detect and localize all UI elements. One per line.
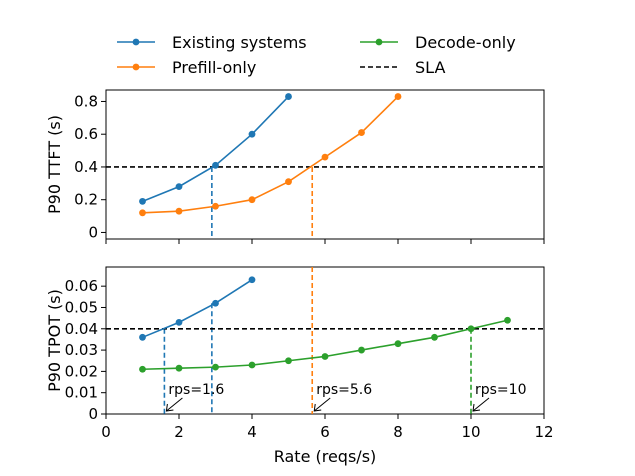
data-point <box>394 93 402 100</box>
annotation-label: rps=1.6 <box>168 382 224 398</box>
data-point <box>212 363 219 371</box>
annotation-label: rps=10 <box>475 382 526 398</box>
data-point <box>285 93 292 100</box>
y-tick-label: 0.03 <box>65 341 98 359</box>
data-point <box>248 361 256 369</box>
data-point <box>358 129 365 136</box>
data-point <box>139 209 146 217</box>
x-tick-label: 12 <box>534 423 553 441</box>
x-tick-label: 0 <box>101 423 111 441</box>
legend-item: Existing systems <box>117 33 307 52</box>
legend-item: SLA <box>360 58 445 77</box>
data-point <box>285 357 292 365</box>
y-axis-label: P90 TTFT (s) <box>45 115 64 214</box>
legend-marker <box>375 38 383 46</box>
data-point <box>285 178 292 186</box>
series-line <box>142 319 508 371</box>
x-tick-label: 8 <box>393 423 403 441</box>
y-tick-label: 0.01 <box>65 384 98 402</box>
annotation-arrow <box>166 397 183 412</box>
annotation-arrowhead <box>313 403 322 412</box>
data-point <box>175 183 183 191</box>
legend-label: Prefill-only <box>172 58 256 77</box>
y-tick-label: 0 <box>88 223 98 241</box>
x-axis-label: Rate (reqs/s) <box>274 447 377 466</box>
series-line <box>142 95 290 203</box>
annotation-label: rps=5.6 <box>316 382 372 398</box>
data-point <box>394 340 402 348</box>
annotation-arrow <box>472 397 490 412</box>
legend-marker <box>132 38 140 46</box>
y-tick-label: 0 <box>88 405 98 423</box>
data-point <box>175 364 183 372</box>
legend-label: Existing systems <box>172 33 307 52</box>
data-point <box>175 207 183 215</box>
data-point <box>321 153 329 161</box>
x-tick-label: 4 <box>247 423 257 441</box>
data-point <box>321 353 329 360</box>
data-point <box>467 325 475 333</box>
legend: Existing systems Prefill-only Decode-only S… <box>117 33 516 77</box>
x-tick-label: 2 <box>174 423 184 441</box>
series-line <box>142 95 399 214</box>
y-tick-label: 0.8 <box>74 92 98 110</box>
series-line <box>142 279 253 339</box>
data-point <box>212 161 219 169</box>
data-point <box>139 197 146 205</box>
y-tick-label: 0.6 <box>74 125 98 143</box>
data-point <box>248 276 256 284</box>
y-axis-label: P90 TPOT (s) <box>45 289 64 392</box>
legend-label: Decode-only <box>415 33 516 52</box>
x-tick-label: 10 <box>461 423 480 441</box>
annotation-arrowhead <box>472 403 481 412</box>
legend-item: Prefill-only <box>117 58 256 77</box>
legend-item: Decode-only <box>360 33 516 52</box>
data-point <box>431 333 438 341</box>
annotation-arrowhead <box>165 403 174 412</box>
y-tick-label: 0.05 <box>65 298 98 316</box>
legend-marker <box>132 63 140 71</box>
plot-frame <box>105 89 545 240</box>
data-point <box>175 318 183 326</box>
data-point <box>248 196 256 204</box>
data-point <box>139 365 146 373</box>
data-point <box>212 202 219 210</box>
data-point <box>504 316 511 324</box>
x-tick-label: 6 <box>320 423 330 441</box>
data-point <box>139 333 146 341</box>
annotation-arrow <box>313 397 331 412</box>
y-tick-label: 0.04 <box>65 320 98 338</box>
y-tick-label: 0.06 <box>65 277 98 295</box>
y-tick-label: 0.02 <box>65 362 98 380</box>
tpot-panel: 0 0.01 0.02 0.03 0.04 0.05 0.06 0 2 4 6 8 10 12 P90 TP… <box>45 266 554 441</box>
y-tick-label: 0.2 <box>74 191 98 209</box>
data-point <box>248 130 256 138</box>
y-tick-label: 0.4 <box>74 158 98 176</box>
legend-label: SLA <box>415 58 445 77</box>
data-point <box>358 346 365 354</box>
ttft-panel: 0 0.2 0.4 0.6 0.8 P90 TTFT (s) <box>45 89 545 244</box>
data-point <box>212 299 219 307</box>
